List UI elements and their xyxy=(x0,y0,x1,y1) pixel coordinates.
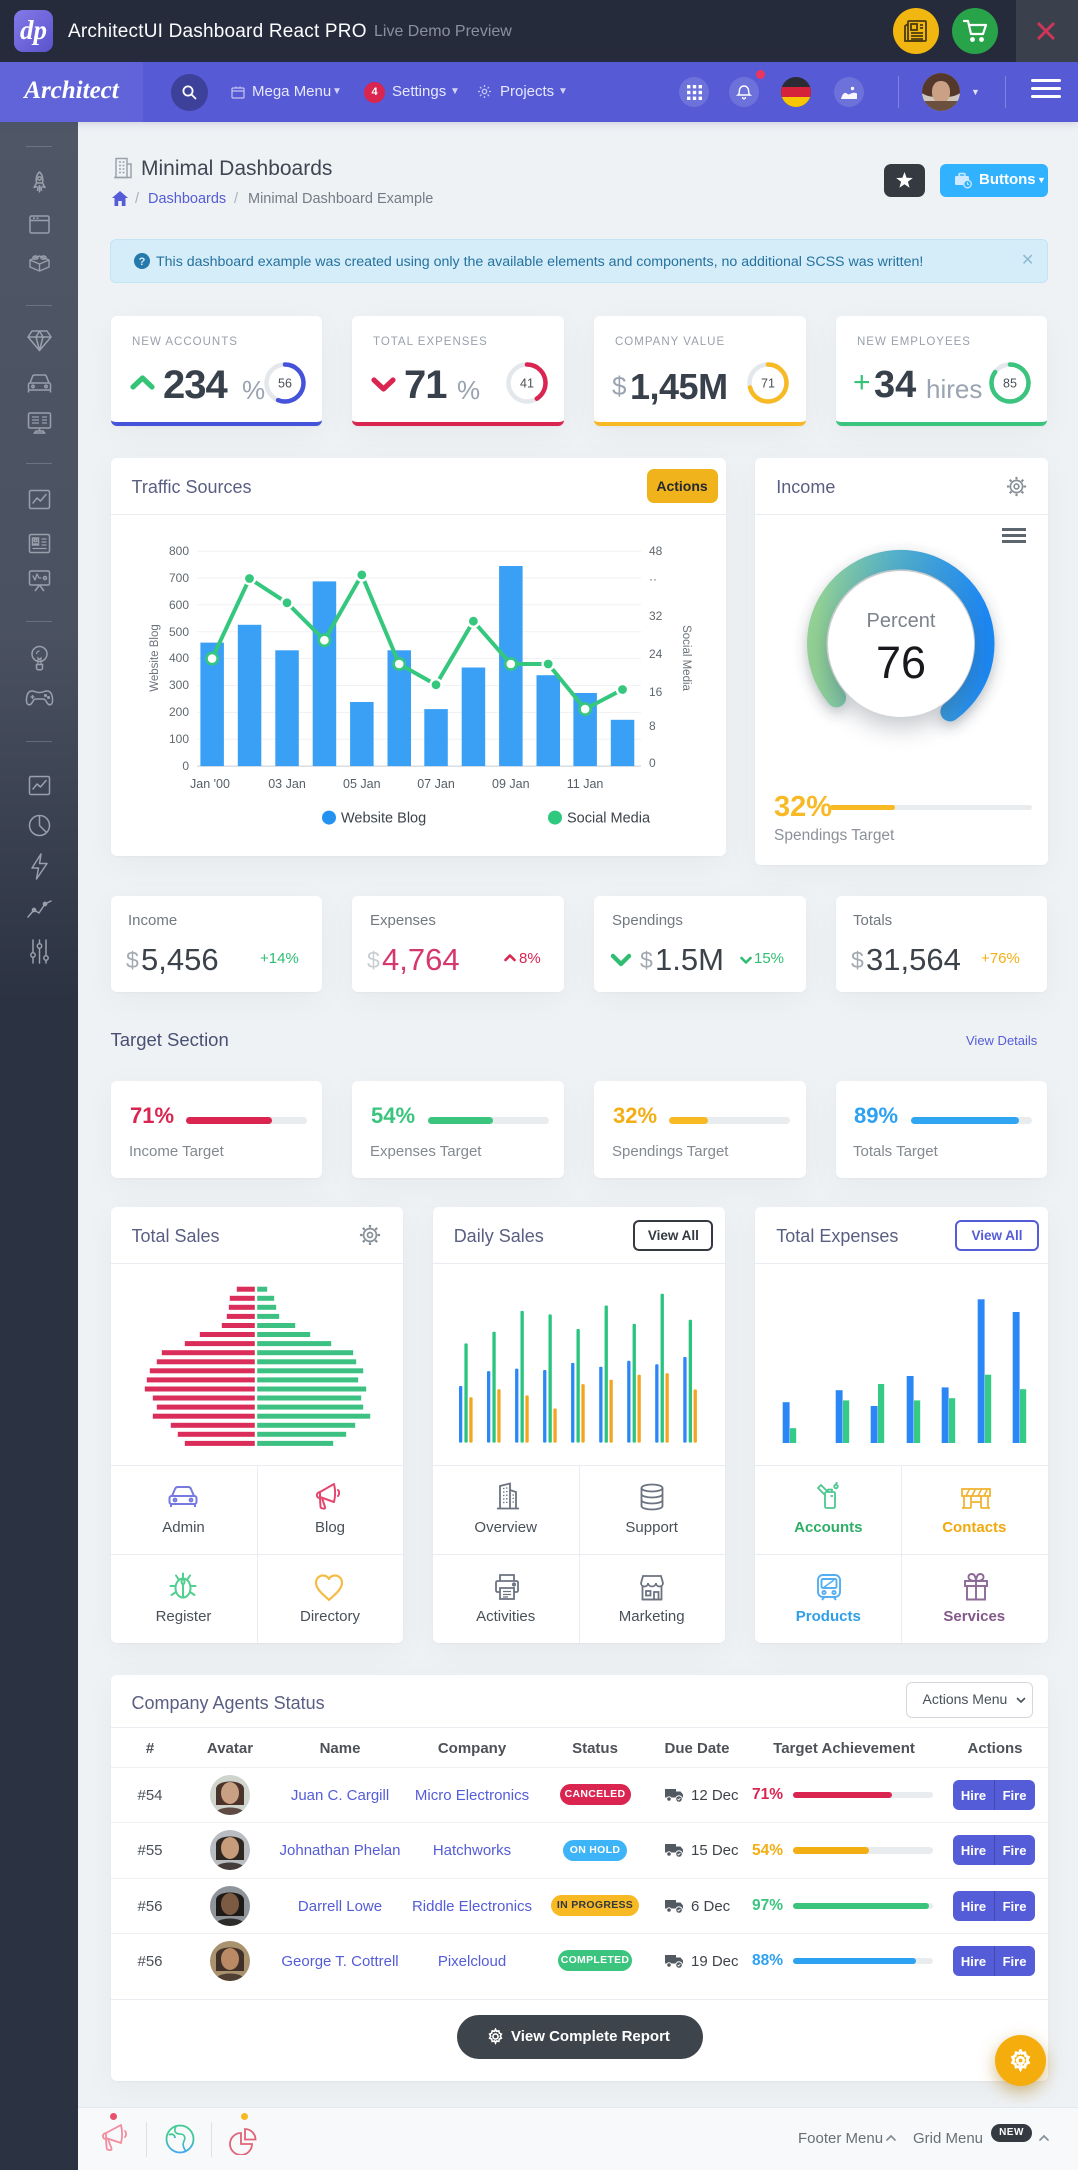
svg-text:03 Jan: 03 Jan xyxy=(268,777,306,791)
svg-text:200: 200 xyxy=(168,705,188,719)
svg-text:Social Media: Social Media xyxy=(680,625,692,691)
svg-text:32: 32 xyxy=(649,609,663,623)
svg-text:400: 400 xyxy=(168,651,188,665)
svg-text:56: 56 xyxy=(278,377,292,391)
svg-text:Social Media: Social Media xyxy=(567,811,651,827)
svg-text:24: 24 xyxy=(649,647,663,661)
svg-text:8: 8 xyxy=(649,719,656,733)
svg-text:700: 700 xyxy=(168,571,188,585)
svg-text:41: 41 xyxy=(520,377,534,391)
svg-text:85: 85 xyxy=(1003,377,1017,391)
svg-text:71: 71 xyxy=(761,377,775,391)
svg-text:600: 600 xyxy=(168,598,188,612)
svg-text:500: 500 xyxy=(168,625,188,639)
svg-text:48: 48 xyxy=(649,544,663,558)
svg-text:Jan '00: Jan '00 xyxy=(190,777,230,791)
svg-text:09 Jan: 09 Jan xyxy=(492,777,530,791)
svg-text:0: 0 xyxy=(649,756,656,770)
svg-text:··: ·· xyxy=(649,572,657,586)
svg-text:300: 300 xyxy=(168,678,188,692)
svg-text:100: 100 xyxy=(168,732,188,746)
svg-text:07 Jan: 07 Jan xyxy=(417,777,455,791)
svg-text:05 Jan: 05 Jan xyxy=(343,777,381,791)
svg-text:Website Blog: Website Blog xyxy=(149,625,161,693)
svg-text:Website Blog: Website Blog xyxy=(341,811,426,827)
svg-text:?: ? xyxy=(139,256,146,268)
svg-text:0: 0 xyxy=(182,759,189,773)
svg-text:16: 16 xyxy=(649,685,663,699)
svg-text:800: 800 xyxy=(168,544,188,558)
svg-text:11 Jan: 11 Jan xyxy=(566,777,603,791)
